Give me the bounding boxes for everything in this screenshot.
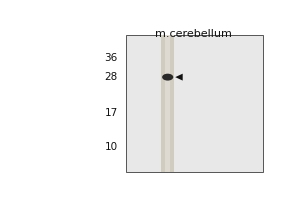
Ellipse shape <box>162 74 173 81</box>
FancyBboxPatch shape <box>165 35 170 172</box>
Text: 36: 36 <box>104 53 118 63</box>
FancyBboxPatch shape <box>126 35 263 172</box>
Text: 28: 28 <box>104 72 118 82</box>
Polygon shape <box>175 74 183 81</box>
FancyBboxPatch shape <box>161 35 174 172</box>
Text: m.cerebellum: m.cerebellum <box>155 29 232 39</box>
Text: 10: 10 <box>105 142 118 152</box>
Text: 17: 17 <box>104 108 118 118</box>
